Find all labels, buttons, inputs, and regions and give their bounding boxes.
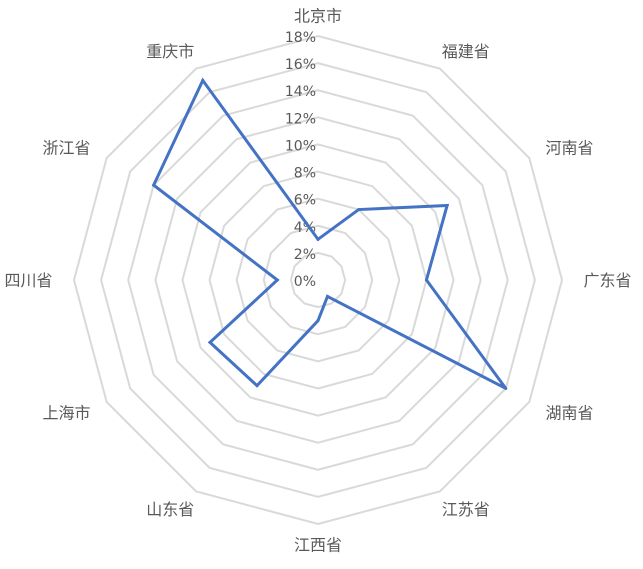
data-point-0 bbox=[316, 237, 320, 241]
category-label: 浙江省 bbox=[42, 139, 90, 158]
data-point-8 bbox=[208, 340, 212, 344]
series-layer bbox=[151, 77, 508, 390]
data-point-1 bbox=[357, 208, 361, 212]
data-point-11 bbox=[201, 78, 205, 82]
category-label: 江西省 bbox=[294, 536, 342, 555]
data-point-3 bbox=[424, 278, 428, 282]
category-label: 北京市 bbox=[294, 6, 342, 25]
tick-label: 2% bbox=[294, 247, 316, 263]
grid-ring bbox=[154, 116, 482, 444]
category-label: 江苏省 bbox=[442, 500, 490, 519]
data-point-4 bbox=[504, 386, 508, 390]
tick-label: 14% bbox=[285, 84, 316, 100]
tick-label: 12% bbox=[285, 111, 316, 127]
data-point-7 bbox=[255, 384, 259, 388]
grid-ring bbox=[262, 224, 374, 336]
grid-ring bbox=[127, 89, 509, 471]
category-label: 上海市 bbox=[42, 403, 90, 422]
category-label: 重庆市 bbox=[146, 42, 194, 61]
tick-label: 4% bbox=[294, 220, 316, 236]
data-point-2 bbox=[445, 203, 449, 207]
category-label: 福建省 bbox=[442, 42, 490, 61]
tick-label: 16% bbox=[285, 57, 316, 73]
data-point-6 bbox=[316, 319, 320, 323]
radial-tick-labels: 0% 2% 4% 6% 8% 10% 12% 14% 16% 18% bbox=[285, 30, 316, 290]
tick-label: 8% bbox=[294, 166, 316, 182]
radar-grid bbox=[72, 34, 564, 526]
category-label: 河南省 bbox=[546, 139, 594, 158]
grid-ring bbox=[181, 143, 455, 417]
grid-ring bbox=[235, 197, 401, 363]
category-label: 山东省 bbox=[146, 500, 194, 519]
tick-label: 0% bbox=[294, 274, 316, 290]
category-label: 四川省 bbox=[4, 271, 52, 290]
tick-label: 10% bbox=[285, 138, 316, 154]
category-label: 广东省 bbox=[584, 271, 632, 290]
grid-ring bbox=[289, 251, 347, 309]
category-label: 湖南省 bbox=[546, 403, 594, 422]
data-point-10 bbox=[152, 183, 156, 187]
grid-ring bbox=[100, 62, 536, 498]
data-point-9 bbox=[275, 278, 279, 282]
grid-ring bbox=[208, 170, 428, 390]
data-point-5 bbox=[325, 294, 329, 298]
grid-ring bbox=[72, 34, 564, 526]
tick-label: 6% bbox=[294, 193, 316, 209]
series-line bbox=[151, 77, 508, 390]
tick-label: 18% bbox=[285, 30, 316, 46]
